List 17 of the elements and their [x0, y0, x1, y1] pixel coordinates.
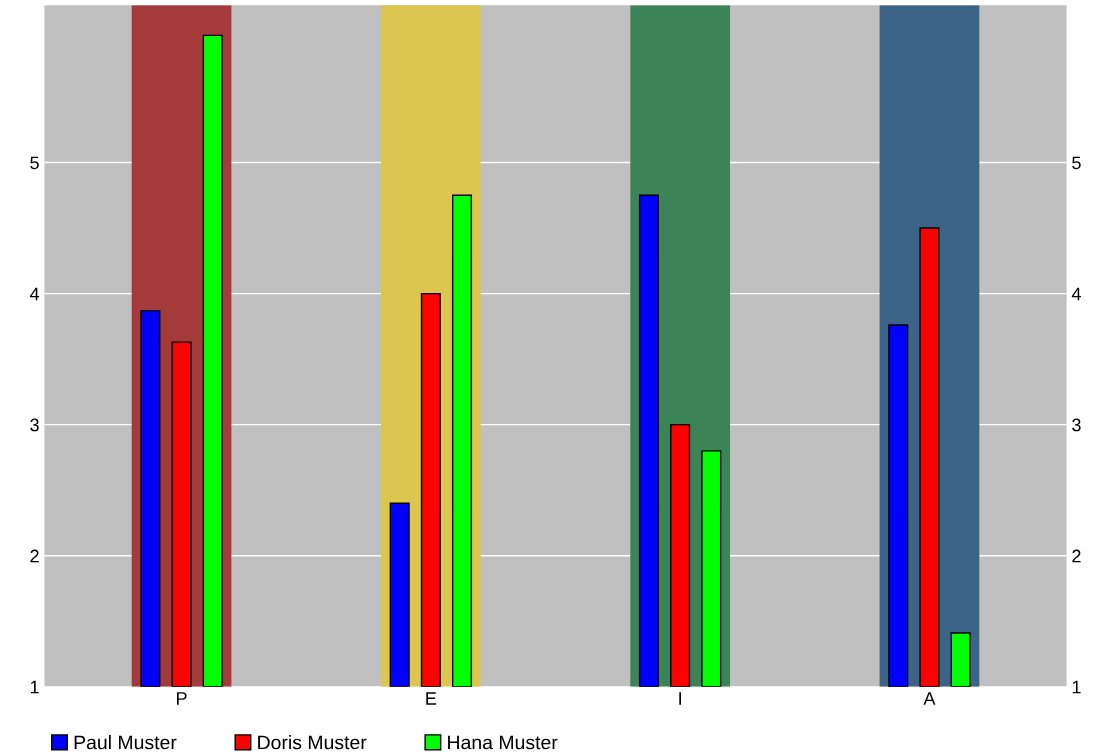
- y2-tick-label: 5: [1072, 156, 1081, 170]
- y2-tick-label: 1: [1072, 680, 1081, 694]
- x-tick-label: I: [679, 692, 681, 705]
- y-tick-label: 5: [30, 156, 39, 170]
- x-tick-label: A: [923, 692, 936, 705]
- y2-tick-label: 3: [1072, 418, 1081, 432]
- x-tick-label: E: [426, 692, 437, 705]
- y2-tick-label: 2: [1072, 549, 1081, 563]
- y-tick-label: 2: [30, 549, 39, 563]
- legend-label: Hana Muster: [448, 735, 558, 750]
- y-tick-label: 3: [30, 418, 39, 432]
- y-tick-label: 1: [30, 680, 39, 694]
- legend-label: Doris Muster: [258, 735, 367, 750]
- x-tick-label: P: [177, 692, 187, 705]
- y-tick-label: 4: [29, 287, 40, 301]
- legend-label: Paul Muster: [74, 735, 177, 750]
- y2-tick-label: 4: [1071, 287, 1081, 301]
